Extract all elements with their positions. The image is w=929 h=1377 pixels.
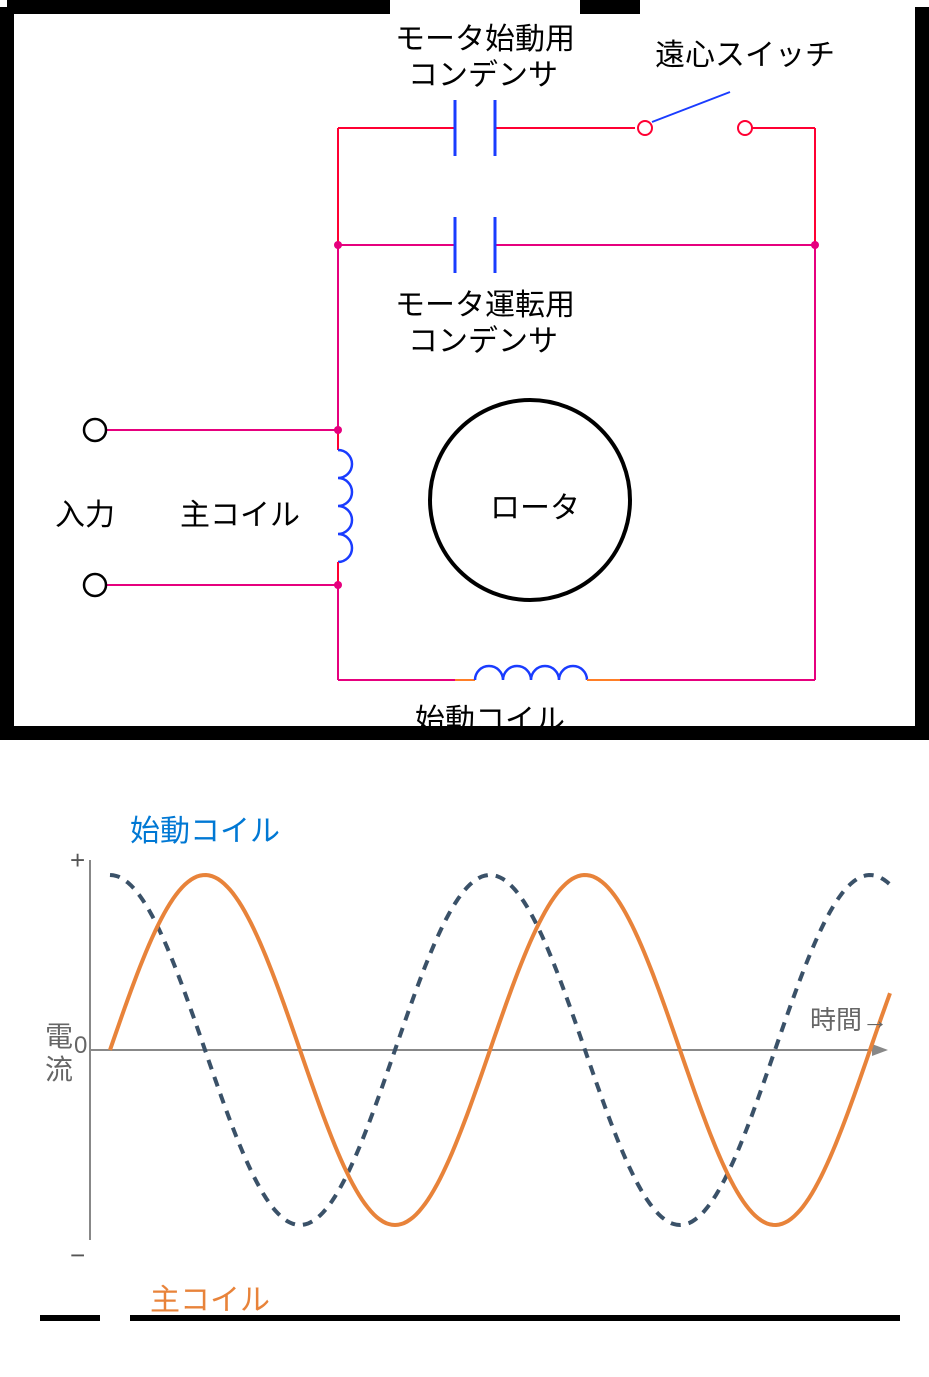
switch-arm: [652, 92, 730, 122]
start-coil-icon: [475, 666, 587, 680]
x-axis-arrow: [872, 1044, 888, 1056]
chart-main-coil-label: 主コイル: [150, 1275, 270, 1319]
main-coil-icon: [338, 450, 352, 562]
y-minus-label: −: [70, 1240, 85, 1271]
centrifugal-switch-label: 遠心スイッチ: [655, 30, 835, 74]
start-capacitor-label-2: コンデンサ: [408, 50, 558, 94]
switch-terminal: [738, 121, 752, 135]
input-terminal: [84, 419, 106, 441]
frame-border: [7, 7, 922, 733]
y-plus-label: +: [70, 845, 85, 876]
run-capacitor-label-2: コンデンサ: [408, 316, 558, 360]
node: [811, 241, 819, 249]
input-label: 入力: [55, 490, 115, 534]
chart-start-coil-label: 始動コイル: [130, 806, 280, 850]
node: [334, 241, 342, 249]
switch-terminal: [638, 121, 652, 135]
rotor-label: ロータ: [490, 483, 580, 527]
start-coil-label: 始動コイル: [415, 695, 565, 739]
y-axis-label-2: 流: [45, 1048, 73, 1088]
main-coil-label: 主コイル: [180, 490, 300, 534]
y-zero-label: 0: [74, 1032, 87, 1060]
circuit-svg: [0, 0, 929, 740]
waveform-chart: 始動コイル 主コイル 電 流 0 + − 時間→: [30, 800, 900, 1360]
node: [334, 426, 342, 434]
input-terminal: [84, 574, 106, 596]
x-axis-label: 時間→: [810, 1000, 888, 1037]
node: [334, 581, 342, 589]
circuit-diagram: モータ始動用 コンデンサ 遠心スイッチ モータ運転用 コンデンサ 入力 主コイル…: [0, 0, 929, 740]
